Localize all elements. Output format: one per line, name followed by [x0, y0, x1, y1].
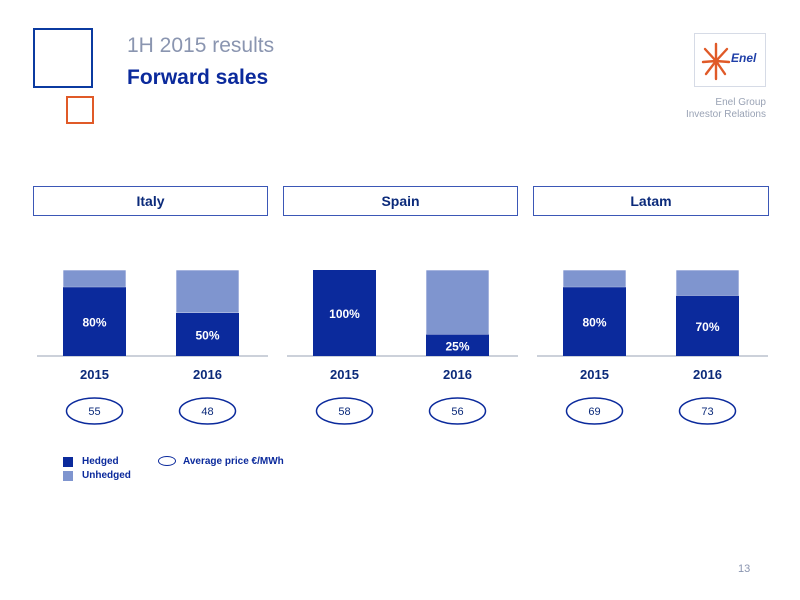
legend-unhedged-swatch: [63, 471, 73, 481]
price-oval-spain-2015: [315, 397, 374, 425]
bar-unhedged-latam-2016: [675, 269, 740, 297]
group-department: Investor Relations: [685, 109, 766, 120]
price-label-latam-2015: 69: [588, 406, 600, 418]
price-label-italy-2015: 55: [88, 406, 100, 418]
data-label-italy-2015: 80%: [82, 316, 106, 330]
enel-logo: Enel: [694, 33, 766, 87]
price-oval-spain-2016: [428, 397, 487, 425]
tick-label-italy-2016: 2016: [193, 367, 222, 382]
tick-label-spain-2015: 2015: [330, 367, 359, 382]
slide-subtitle: 1H 2015 results: [127, 34, 275, 57]
enel-flower-icon: [701, 42, 731, 81]
slide-title: Forward sales: [127, 66, 269, 89]
data-label-italy-2016: 50%: [195, 329, 219, 343]
bar-hedged-spain-2015: [313, 270, 376, 356]
legend-average-price-icon: [158, 456, 176, 466]
tick-label-spain-2016: 2016: [443, 367, 472, 382]
bar-unhedged-spain-2016: [425, 269, 490, 335]
bar-unhedged-italy-2016: [175, 269, 240, 314]
bar-hedged-italy-2015: [63, 287, 126, 356]
legend-hedged-swatch: [63, 457, 73, 467]
group-name: Enel Group: [715, 97, 766, 108]
region-header-spain: Spain: [283, 186, 518, 216]
price-label-spain-2016: 56: [451, 406, 463, 418]
decorative-blue-square: [33, 28, 93, 88]
data-label-latam-2015: 80%: [582, 316, 606, 330]
bar-unhedged-italy-2015: [62, 269, 127, 288]
price-oval-italy-2015: [65, 397, 124, 425]
bar-hedged-latam-2016: [676, 295, 739, 356]
price-oval-italy-2016: [178, 397, 237, 425]
legend-average-price-label: Average price €/MWh: [183, 456, 284, 467]
region-header-italy: Italy: [33, 186, 268, 216]
price-label-spain-2015: 58: [338, 406, 350, 418]
price-label-latam-2016: 73: [701, 406, 713, 418]
legend-unhedged-label: Unhedged: [82, 470, 131, 481]
legend-hedged-label: Hedged: [82, 456, 119, 467]
decorative-orange-square: [66, 96, 94, 124]
data-label-spain-2015: 100%: [329, 307, 360, 321]
page-number: 13: [738, 563, 751, 575]
tick-label-italy-2015: 2015: [80, 367, 109, 382]
price-label-italy-2016: 48: [201, 406, 213, 418]
bar-hedged-italy-2016: [176, 313, 239, 356]
data-label-latam-2016: 70%: [695, 320, 719, 334]
price-oval-latam-2016: [678, 397, 737, 425]
data-label-spain-2016: 25%: [445, 339, 469, 353]
bar-hedged-latam-2015: [563, 287, 626, 356]
price-oval-latam-2015: [565, 397, 624, 425]
tick-label-latam-2015: 2015: [580, 367, 609, 382]
tick-label-latam-2016: 2016: [693, 367, 722, 382]
bar-unhedged-latam-2015: [562, 269, 627, 288]
bar-hedged-spain-2016: [426, 334, 489, 356]
enel-logo-text: Enel: [731, 51, 757, 65]
region-header-latam: Latam: [533, 186, 769, 216]
